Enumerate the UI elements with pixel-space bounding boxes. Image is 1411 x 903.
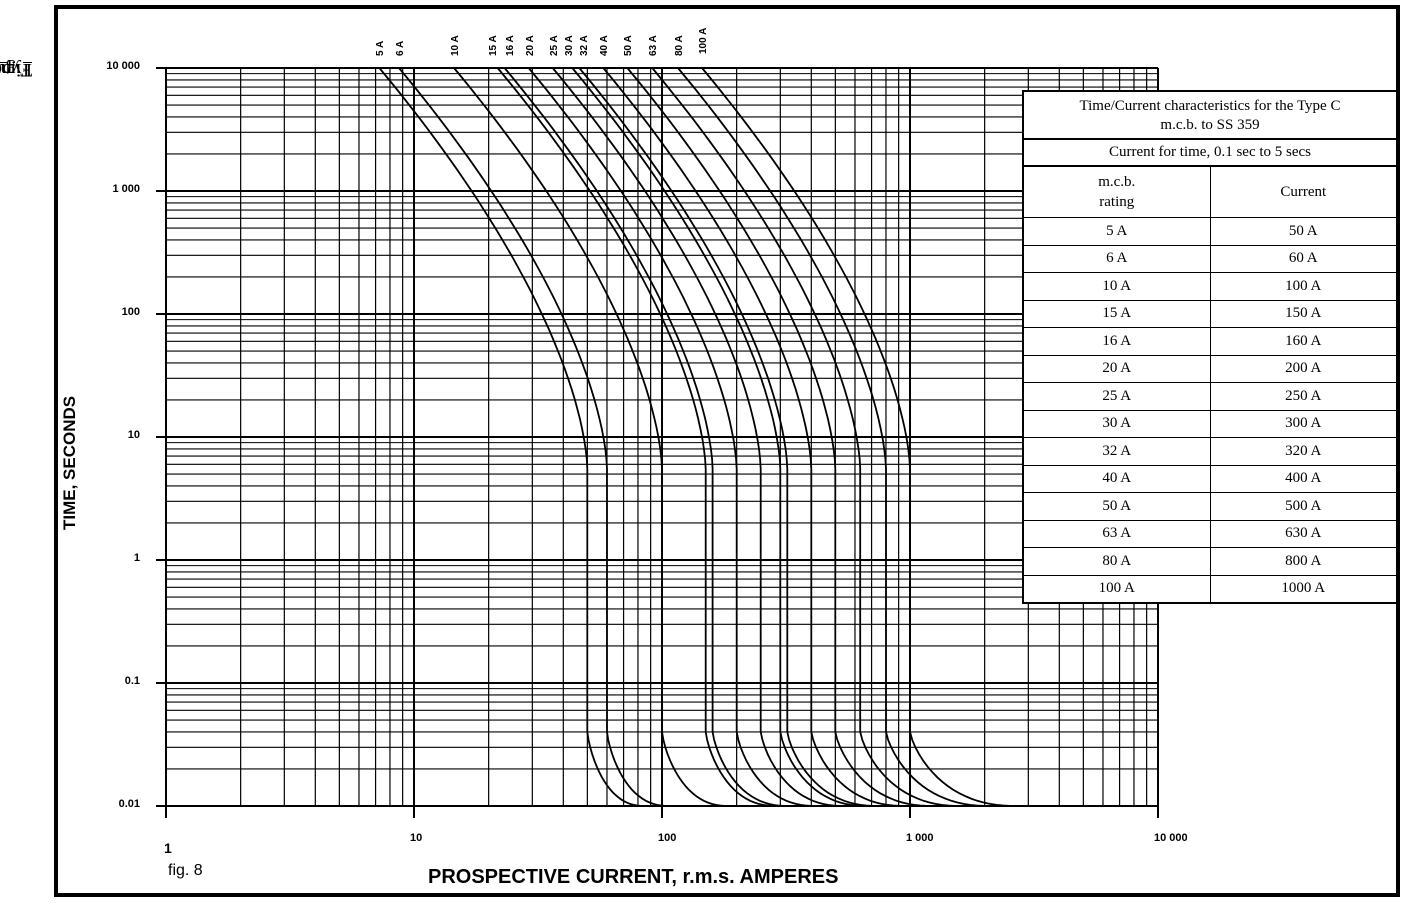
legend-rating: 16 A	[1024, 327, 1211, 355]
curve-label: 10 A	[450, 35, 462, 56]
legend-current: 150 A	[1210, 299, 1396, 328]
legend-rating: 40 A	[1024, 464, 1211, 493]
legend-row: 6 A 60 A	[1024, 244, 1396, 273]
x-tick-label: 1	[164, 840, 172, 856]
x-axis-label: PROSPECTIVE CURRENT, r.m.s. AMPERES	[428, 866, 839, 888]
header-current: Current	[1280, 184, 1327, 200]
legend-row: 15 A 150 A	[1024, 299, 1396, 328]
legend-current: 100 A	[1210, 272, 1396, 300]
legend-rating: 80 A	[1024, 547, 1211, 575]
legend-rating: 30 A	[1024, 409, 1211, 438]
y-tick-label: 0.1	[124, 675, 140, 687]
legend-title: Time/Current characteristics for the Typ…	[1024, 92, 1396, 140]
trip-curve-25a	[552, 67, 844, 807]
legend-rating: 10 A	[1024, 272, 1211, 300]
curve-label: 25 A	[548, 35, 560, 56]
legend-current: 800 A	[1210, 547, 1396, 575]
trip-curve-32a	[578, 67, 878, 807]
curve-label: 63 A	[648, 35, 660, 56]
curve-label: 100 A	[698, 27, 710, 54]
trip-curve-20a	[528, 67, 816, 807]
y-tick-label: 1 000	[112, 183, 140, 195]
curve-label: 40 A	[599, 35, 611, 56]
curve-label: 5 A	[375, 40, 387, 56]
curve-label: 32 A	[579, 35, 591, 56]
y-tick-label: 0.01	[118, 798, 140, 810]
trip-curve-40a	[602, 67, 906, 807]
curve-label: 16 A	[504, 35, 516, 56]
legend-row: 63 A 630 A	[1024, 519, 1396, 548]
figure-tag: fig. 8	[168, 862, 203, 879]
legend-row: 20 A 200 A	[1024, 354, 1396, 383]
legend-table: Time/Current characteristics for the Typ…	[1022, 90, 1398, 604]
legend-rating: 6 A	[1024, 244, 1211, 273]
legend-row: 10 A 100 A	[1024, 272, 1396, 300]
trip-curve-16a	[503, 67, 788, 807]
y-tick-label: 10 000	[106, 60, 140, 72]
legend-rating: 63 A	[1024, 519, 1211, 548]
legend-row: 80 A 800 A	[1024, 547, 1396, 575]
trip-curve-80a	[677, 67, 990, 807]
legend-current: 50 A	[1210, 217, 1396, 245]
trip-curve-63a	[651, 67, 961, 807]
legend-row: 16 A 160 A	[1024, 327, 1396, 355]
legend-current: 160 A	[1210, 327, 1396, 355]
trip-curve-10a	[453, 67, 729, 807]
x-tick-label: 1 000	[906, 832, 934, 844]
header-rating: m.c.b. rating	[1024, 167, 1211, 218]
legend-row: 32 A 320 A	[1024, 437, 1396, 465]
trip-curve-5a	[378, 67, 645, 807]
trip-curve-6a	[398, 67, 669, 807]
curve-label: 50 A	[623, 35, 635, 56]
trip-curve-30a	[571, 67, 868, 807]
curve-label: 15 A	[487, 35, 499, 56]
legend-current: 500 A	[1210, 492, 1396, 520]
legend-current: 630 A	[1210, 519, 1396, 548]
legend-row: 100 A 1000 A	[1024, 574, 1396, 602]
legend-current: 60 A	[1210, 244, 1396, 273]
y-tick-label: 100	[121, 306, 140, 318]
legend-rating: 25 A	[1024, 382, 1211, 410]
legend-rating: 5 A	[1024, 217, 1211, 245]
x-tick-label: 10 000	[1154, 832, 1188, 844]
figure-frame	[54, 5, 1400, 897]
trip-curve-100a	[701, 67, 1018, 807]
legend-rating: 50 A	[1024, 492, 1211, 520]
curve-label: 30 A	[564, 35, 576, 56]
legend-row: 40 A 400 A	[1024, 464, 1396, 493]
legend-subtitle: Current for time, 0.1 sec to 5 secs	[1024, 140, 1396, 167]
curve-label: 20 A	[524, 35, 536, 56]
legend-row: 50 A 500 A	[1024, 492, 1396, 520]
curve-label: 80 A	[673, 35, 685, 56]
legend-header-row: m.c.b. rating Current	[1024, 167, 1396, 218]
legend-rating: 15 A	[1024, 299, 1211, 328]
curve-label: 6 A	[395, 40, 406, 56]
y-tick-label: 1	[133, 552, 140, 564]
legend-rating: 20 A	[1024, 354, 1211, 383]
legend-row: 30 A 300 A	[1024, 409, 1396, 438]
legend-current: 320 A	[1210, 437, 1396, 465]
y-tick-label: 10	[127, 429, 140, 441]
legend-rating: 100 A	[1024, 574, 1211, 602]
legend-rating: 32 A	[1024, 437, 1211, 465]
trip-curve-15a	[497, 67, 777, 807]
legend-current: 400 A	[1210, 464, 1396, 493]
legend-row: 25 A 250 A	[1024, 382, 1396, 410]
y-axis-label: TIME, SECONDS	[60, 395, 79, 530]
legend-current: 1000 A	[1210, 574, 1396, 602]
legend-current: 250 A	[1210, 382, 1396, 410]
x-tick-label: 100	[658, 832, 677, 844]
trip-curve-50a	[626, 67, 933, 807]
legend-current: 300 A	[1210, 409, 1396, 438]
legend-row: 5 A 50 A	[1024, 217, 1396, 245]
x-tick-label: 10	[410, 832, 423, 844]
legend-current: 200 A	[1210, 354, 1396, 383]
